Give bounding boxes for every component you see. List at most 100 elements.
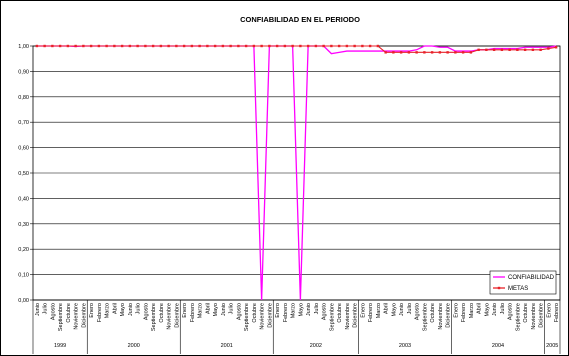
metas-point [415, 51, 418, 54]
x-tick-label: Marzo [291, 303, 297, 318]
metas-point [322, 44, 325, 48]
legend-marker [497, 286, 501, 290]
x-tick-label: Julio [500, 303, 506, 314]
x-tick-label: Septiembre [422, 303, 428, 331]
metas-point [392, 51, 395, 54]
x-tick-label: Marzo [376, 303, 382, 318]
x-tick-label: Octubre [159, 303, 165, 323]
metas-point [283, 44, 287, 48]
metas-point [384, 51, 387, 54]
metas-point [237, 44, 240, 48]
year-label: 2004 [492, 343, 504, 349]
metas-point [477, 48, 480, 52]
x-tick-label: Abril [384, 303, 390, 314]
x-tick-label: Febrero [190, 303, 196, 322]
x-tick-label: Julio [43, 303, 49, 314]
x-tick-label: Enero [89, 303, 95, 318]
x-tick-label: Septiembre [151, 303, 157, 331]
year-label: 2002 [310, 343, 322, 349]
x-tick-label: Junio [128, 303, 134, 316]
metas-point [144, 44, 147, 48]
metas-point [469, 51, 473, 54]
x-tick-label: Abril [205, 303, 211, 314]
x-tick-label: Enero [546, 303, 552, 318]
metas-point [244, 44, 248, 48]
metas-point [213, 44, 217, 48]
x-tick-label: Agosto [50, 303, 56, 320]
metas-point [516, 48, 519, 52]
x-axis-ticks: Junio Julio Agosto Septiembre Octubre Noviemb… [32, 299, 561, 354]
metas-point [399, 51, 403, 54]
year-label: 2005 [546, 343, 558, 349]
x-tick-label: Junio [306, 303, 312, 316]
metas-point [446, 51, 449, 54]
x-tick-label: Marzo [198, 303, 204, 318]
x-tick-label: Diciembre [539, 303, 545, 328]
metas-point [539, 48, 542, 52]
metas-point [167, 44, 170, 48]
x-tick-label: Septiembre [244, 303, 250, 331]
y-tick-label: 0,40 [18, 196, 29, 202]
metas-point [454, 51, 457, 54]
metas-point [252, 44, 256, 48]
x-tick-label: Octubre [66, 303, 72, 323]
metas-point [105, 44, 108, 48]
x-tick-label: Noviembre [531, 303, 537, 330]
x-tick-label: Junio [492, 303, 498, 316]
metas-point [66, 44, 70, 48]
legend: CONFIABILIDAD METAS [489, 270, 557, 295]
x-tick-label: Diciembre [267, 303, 273, 328]
x-tick-label: Mayo [391, 303, 397, 316]
metas-point [275, 44, 279, 48]
x-tick-label: Agosto [143, 303, 149, 320]
metas-point [554, 46, 558, 49]
x-tick-label: Octubre [252, 303, 258, 323]
x-tick-label: Septiembre [329, 303, 335, 331]
legend-box [489, 270, 557, 295]
metas-point [368, 44, 372, 48]
x-tick-label: Septiembre [58, 303, 64, 331]
metas-point [345, 44, 349, 48]
y-tick-label: 0,20 [18, 247, 29, 253]
legend-label: CONFIABILIDAD [508, 275, 555, 281]
y-tick-label: 0,10 [18, 273, 29, 279]
metas-point [74, 44, 77, 48]
y-tick-label: 1,00 [18, 44, 29, 50]
x-tick-label: Enero [453, 303, 459, 318]
metas-point [175, 44, 178, 48]
metas-point [206, 44, 209, 48]
x-tick-label: Febrero [461, 303, 467, 322]
metas-point [268, 44, 271, 48]
x-tick-label: Octubre [430, 303, 436, 323]
metas-point [151, 44, 155, 48]
y-axis-ticks: 0,00 0,10 0,20 0,30 0,40 0,50 0,60 0,70 0,80 0,90… [18, 44, 33, 304]
metas-point [51, 44, 54, 48]
metas-point [523, 48, 527, 52]
x-tick-label: Febrero [368, 303, 374, 322]
metas-point [291, 44, 294, 48]
metas-point [337, 44, 341, 48]
metas-point [221, 44, 225, 48]
metas-point [376, 44, 380, 48]
x-tick-label: Mayo [484, 303, 490, 316]
metas-point [82, 44, 85, 48]
x-tick-label: Mayo [120, 303, 126, 316]
x-tick-label: Agosto [236, 303, 242, 320]
x-tick-label: Marzo [469, 303, 475, 318]
metas-point [492, 48, 496, 52]
x-tick-label: Agosto [415, 303, 421, 320]
metas-point [423, 51, 426, 54]
x-tick-label: Enero [182, 303, 188, 318]
x-tick-label: Junio [35, 303, 41, 316]
x-tick-label: Julio [136, 303, 142, 314]
metas-point [198, 44, 201, 48]
x-tick-label: Septiembre [515, 303, 521, 331]
metas-point [461, 51, 465, 54]
metas-point [97, 44, 101, 48]
metas-point [485, 48, 488, 52]
metas-point [438, 51, 442, 54]
x-tick-label: Junio [221, 303, 227, 316]
x-tick-label: Diciembre [174, 303, 180, 328]
x-tick-label: Octubre [523, 303, 529, 323]
